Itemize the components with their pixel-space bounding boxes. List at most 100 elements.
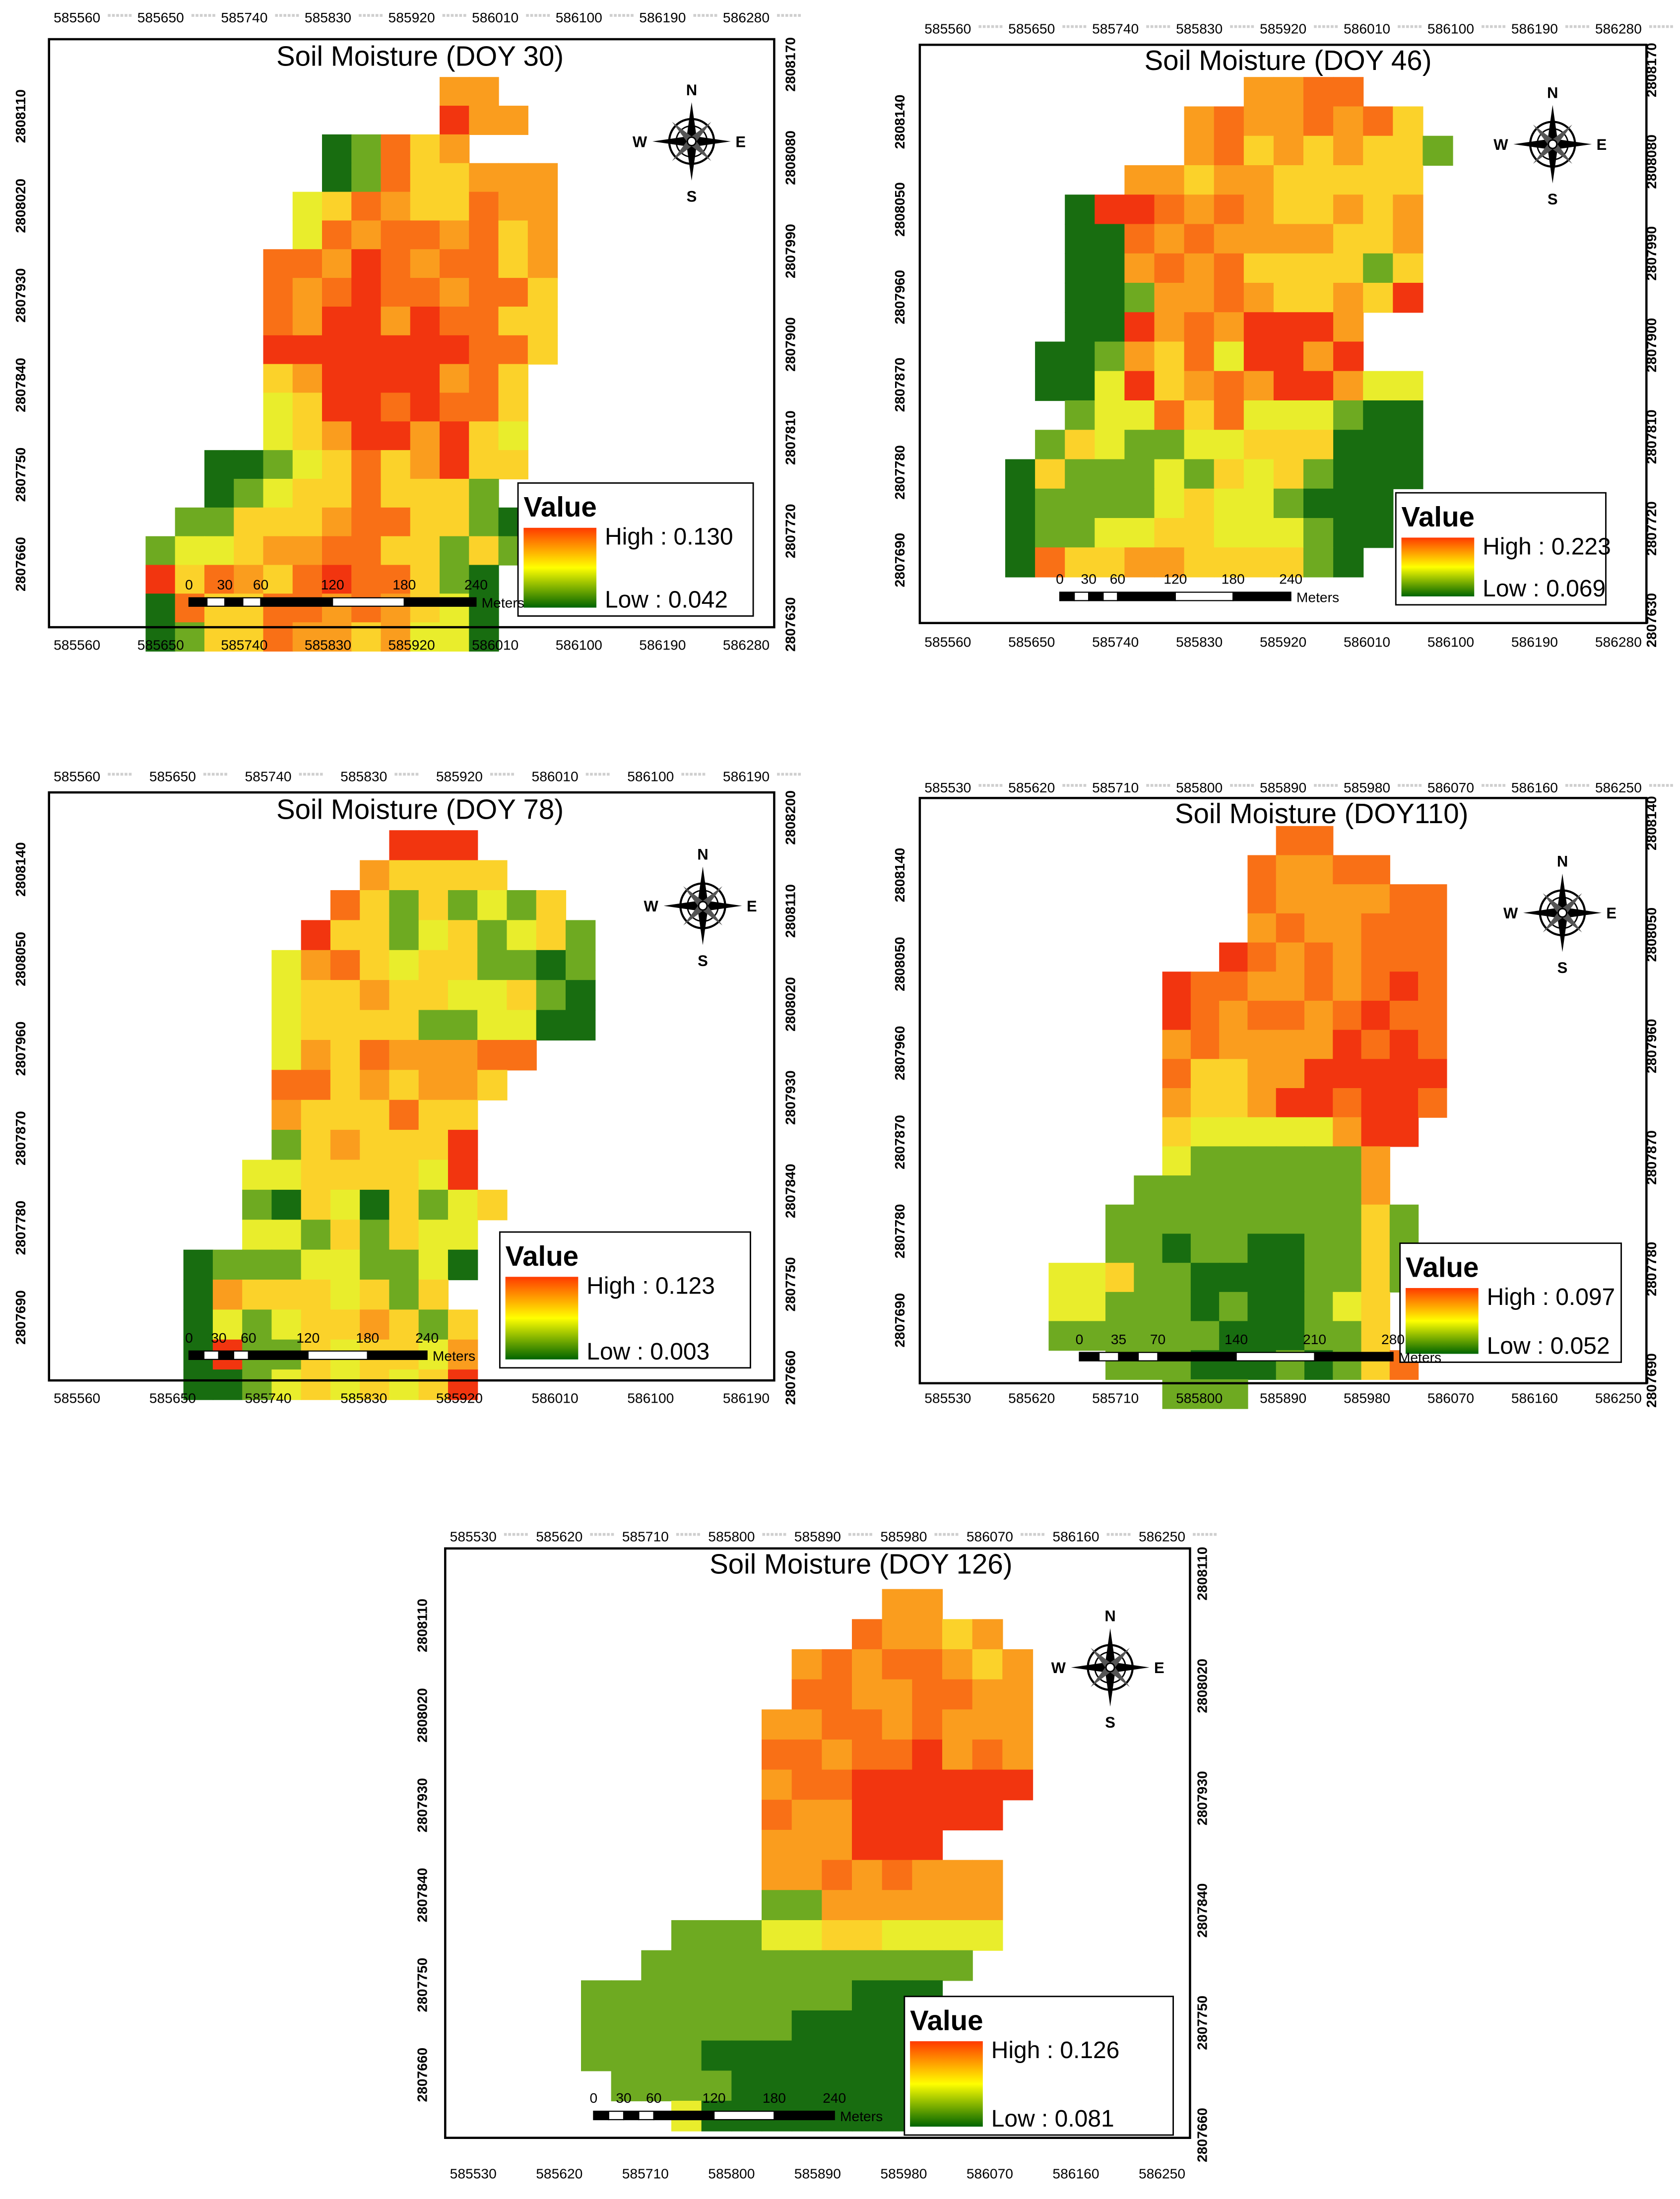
legend-high: High : 0.130 <box>605 524 733 550</box>
raster-cell <box>671 1980 702 2011</box>
raster-cell <box>1363 430 1394 460</box>
raster-cell <box>351 536 382 566</box>
raster-cell <box>536 980 567 1011</box>
raster-cell <box>1247 1030 1277 1060</box>
raster-cell <box>271 950 302 981</box>
raster-cell <box>1190 1175 1220 1205</box>
x-tick-bottom: 586280 <box>1595 634 1642 650</box>
raster-doy46 <box>1005 77 1453 578</box>
raster-cell <box>1214 253 1244 284</box>
raster-cell <box>1303 430 1334 460</box>
y-tick-right: 2808080 <box>1643 134 1659 189</box>
raster-cell <box>1333 282 1364 313</box>
raster-cell <box>1184 282 1215 313</box>
raster-cell <box>1333 77 1364 107</box>
scale-tick: 240 <box>823 2090 846 2106</box>
scale-tick: 60 <box>1110 571 1125 587</box>
x-tick-top: 585650 <box>137 9 184 25</box>
raster-cell <box>271 980 302 1011</box>
raster-cell <box>565 980 596 1011</box>
raster-cell <box>1005 488 1036 519</box>
raster-cell <box>822 2070 853 2102</box>
y-tick-left: 2807960 <box>892 1026 907 1081</box>
raster-cell <box>410 249 441 279</box>
raster-cell <box>351 134 382 164</box>
raster-cell <box>1065 400 1096 431</box>
raster-cell <box>175 536 205 566</box>
scale-bar-doy110: 0 35 70 140 210 280 Meters <box>1076 1331 1441 1365</box>
raster-cell <box>1273 282 1304 313</box>
raster-cell <box>1303 400 1334 431</box>
raster-cell <box>1304 971 1334 1002</box>
raster-cell <box>381 450 411 480</box>
scale-tick: 0 <box>185 1330 193 1346</box>
compass-n: N <box>697 846 708 863</box>
raster-cell <box>301 1249 331 1281</box>
x-tick-bottom: 586100 <box>1427 634 1474 650</box>
raster-cell <box>1361 913 1390 943</box>
raster-cell <box>762 1829 792 1861</box>
raster-cell <box>410 364 441 393</box>
raster-cell <box>1303 106 1334 136</box>
raster-cell <box>1393 371 1423 401</box>
raster-cell <box>1422 135 1453 166</box>
raster-cell <box>527 335 558 365</box>
raster-cell <box>1303 224 1334 254</box>
raster-cell <box>1273 459 1304 489</box>
x-tick-bottom: 586280 <box>723 637 770 652</box>
raster-cell <box>410 192 441 221</box>
legend-low: Low : 0.003 <box>586 1339 710 1365</box>
raster-cell <box>1243 253 1275 284</box>
raster-cell <box>360 1130 390 1161</box>
raster-cell <box>1276 884 1305 914</box>
x-tick-top: 586190 <box>639 9 686 25</box>
raster-cell <box>322 479 352 508</box>
raster-cell <box>477 950 508 981</box>
raster-cell <box>852 2040 883 2071</box>
raster-cell <box>942 1860 973 1891</box>
raster-cell <box>791 1800 823 1831</box>
raster-cell <box>389 1309 419 1340</box>
legend-ramp <box>1401 537 1475 597</box>
y-tick-left: 2808020 <box>12 179 28 233</box>
raster-cell <box>1333 1117 1362 1147</box>
raster-cell <box>762 1800 792 1831</box>
raster-cell <box>1065 194 1096 225</box>
raster-cell <box>1002 1709 1034 1741</box>
raster-cell <box>360 920 390 951</box>
raster-doy126 <box>581 1589 1034 2132</box>
raster-cell <box>762 1769 792 1801</box>
raster-cell <box>418 1189 449 1221</box>
raster-cell <box>1418 942 1447 972</box>
raster-cell <box>791 1829 823 1861</box>
raster-cell <box>1190 1088 1220 1118</box>
raster-cell <box>1418 884 1447 914</box>
raster-cell <box>498 220 528 250</box>
raster-cell <box>1276 1030 1305 1060</box>
raster-cell <box>1214 488 1244 519</box>
raster-cell <box>1095 547 1125 578</box>
legend-doy110: Value High : 0.097 Low : 0.052 <box>1399 1242 1622 1363</box>
raster-cell <box>1065 518 1096 548</box>
raster-cell <box>1095 430 1125 460</box>
raster-cell <box>242 1160 272 1191</box>
raster-cell <box>762 1980 792 2011</box>
map-title: Soil Moisture (DOY 126) <box>710 1549 1012 1580</box>
x-tick-top: 586190 <box>1511 21 1558 37</box>
y-tick-left: 2807780 <box>892 445 907 500</box>
y-tick-right: 2807990 <box>782 224 798 278</box>
y-tick-left: 2807780 <box>892 1204 907 1259</box>
raster-cell <box>183 1280 214 1310</box>
raster-cell <box>360 1309 390 1340</box>
raster-cell <box>1124 312 1155 342</box>
y-tick-right: 2808080 <box>782 130 798 185</box>
raster-cell <box>271 1039 302 1071</box>
x-tick-top: 585620 <box>536 1529 582 1545</box>
compass-e: E <box>1597 136 1607 153</box>
raster-cell <box>1002 1679 1034 1710</box>
raster-cell <box>292 421 323 451</box>
x-tick-top: 585560 <box>924 21 971 37</box>
raster-cell <box>762 1890 792 1921</box>
raster-cell <box>942 1709 973 1741</box>
raster-cell <box>1243 430 1275 460</box>
